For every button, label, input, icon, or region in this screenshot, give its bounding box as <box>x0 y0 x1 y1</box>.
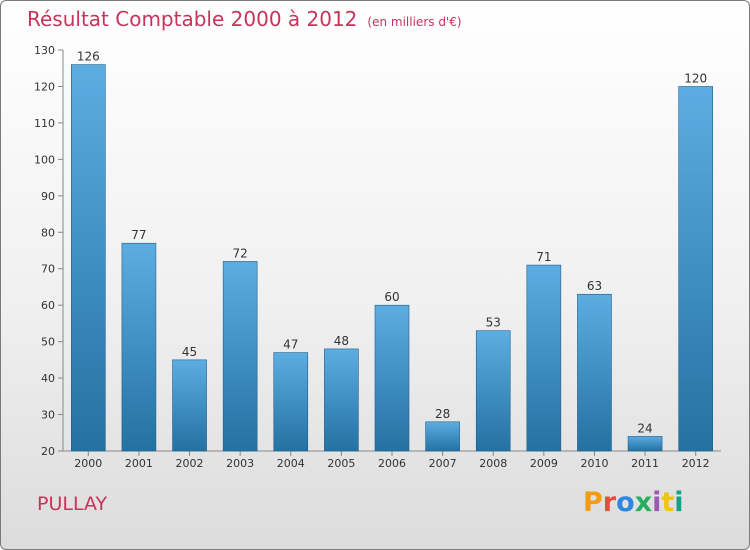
bar-2005[interactable] <box>324 348 359 452</box>
x-tick-label: 2010 <box>580 457 608 470</box>
y-tick-label: 60 <box>41 299 55 312</box>
data-label: 120 <box>684 71 707 85</box>
logo-letter: r <box>602 487 617 518</box>
data-label: 126 <box>77 50 100 64</box>
y-tick-label: 130 <box>34 44 55 57</box>
bar-2000[interactable] <box>71 64 106 452</box>
bar-2011[interactable] <box>627 436 663 452</box>
x-tick-label: 2009 <box>530 457 558 470</box>
bar-2002[interactable] <box>172 359 207 452</box>
commune-name: PULLAY <box>37 493 108 515</box>
logo-letter: x <box>634 487 653 518</box>
x-tick-label: 2005 <box>327 457 355 470</box>
bar-2001[interactable] <box>121 242 157 452</box>
y-tick-label: 70 <box>41 263 55 276</box>
y-tick-label: 80 <box>41 226 55 239</box>
bar-2010[interactable] <box>577 293 612 452</box>
x-tick-label: 2007 <box>429 457 457 470</box>
x-tick-label: 2002 <box>176 457 204 470</box>
data-label: 48 <box>334 334 349 348</box>
y-tick-label: 40 <box>41 372 55 385</box>
data-label: 63 <box>587 279 602 293</box>
data-label: 77 <box>131 228 146 242</box>
data-label: 47 <box>283 338 298 352</box>
proxiti-logo[interactable]: Proxiti <box>583 487 684 518</box>
x-tick-label: 2001 <box>125 457 153 470</box>
chart-bars <box>71 64 713 452</box>
x-tick-label: 2011 <box>631 457 659 470</box>
chart-title-text: Résultat Comptable 2000 à 2012 <box>27 7 358 31</box>
data-label: 72 <box>233 246 248 260</box>
x-tick-label: 2004 <box>277 457 305 470</box>
bar-2009[interactable] <box>526 264 562 452</box>
logo-letter: t <box>661 487 675 518</box>
bar-2008[interactable] <box>475 330 511 452</box>
y-tick-label: 50 <box>41 336 55 349</box>
chart-title: Résultat Comptable 2000 à 2012 (en millie… <box>27 7 462 31</box>
chart-axes: 20 30 40 50 60 70 80 90 100 110 120 130 <box>34 44 721 458</box>
bar-2007[interactable] <box>425 421 460 452</box>
chart-subtitle: (en milliers d'€) <box>367 15 462 29</box>
logo-letter: P <box>583 487 603 518</box>
y-tick-label: 120 <box>34 80 55 93</box>
data-label: 53 <box>486 316 501 330</box>
data-label: 60 <box>384 290 399 304</box>
x-tick-label: 2003 <box>226 457 254 470</box>
y-tick-label: 20 <box>41 445 55 458</box>
y-tick-label: 90 <box>41 190 55 203</box>
bar-2003[interactable] <box>222 261 258 452</box>
bar-2006[interactable] <box>374 304 410 452</box>
data-label: 24 <box>637 421 652 435</box>
chart-labels: 2000 126 2001 77 2002 45 2003 72 2004 47 2005 48 200… <box>74 50 709 470</box>
logo-letter: i <box>652 487 662 518</box>
bar-2012[interactable] <box>678 86 713 452</box>
bar-2004[interactable] <box>273 352 309 452</box>
x-tick-label: 2000 <box>74 457 102 470</box>
data-label: 45 <box>182 345 197 359</box>
y-tick-label: 110 <box>34 117 55 130</box>
x-tick-label: 2012 <box>682 457 710 470</box>
logo-letter: i <box>674 487 684 518</box>
y-tick-label: 100 <box>34 153 55 166</box>
x-tick-label: 2008 <box>479 457 507 470</box>
x-tick-label: 2006 <box>378 457 406 470</box>
logo-letter: o <box>616 487 635 518</box>
data-label: 71 <box>536 250 551 264</box>
data-label: 28 <box>435 407 450 421</box>
y-tick-label: 30 <box>41 409 55 422</box>
